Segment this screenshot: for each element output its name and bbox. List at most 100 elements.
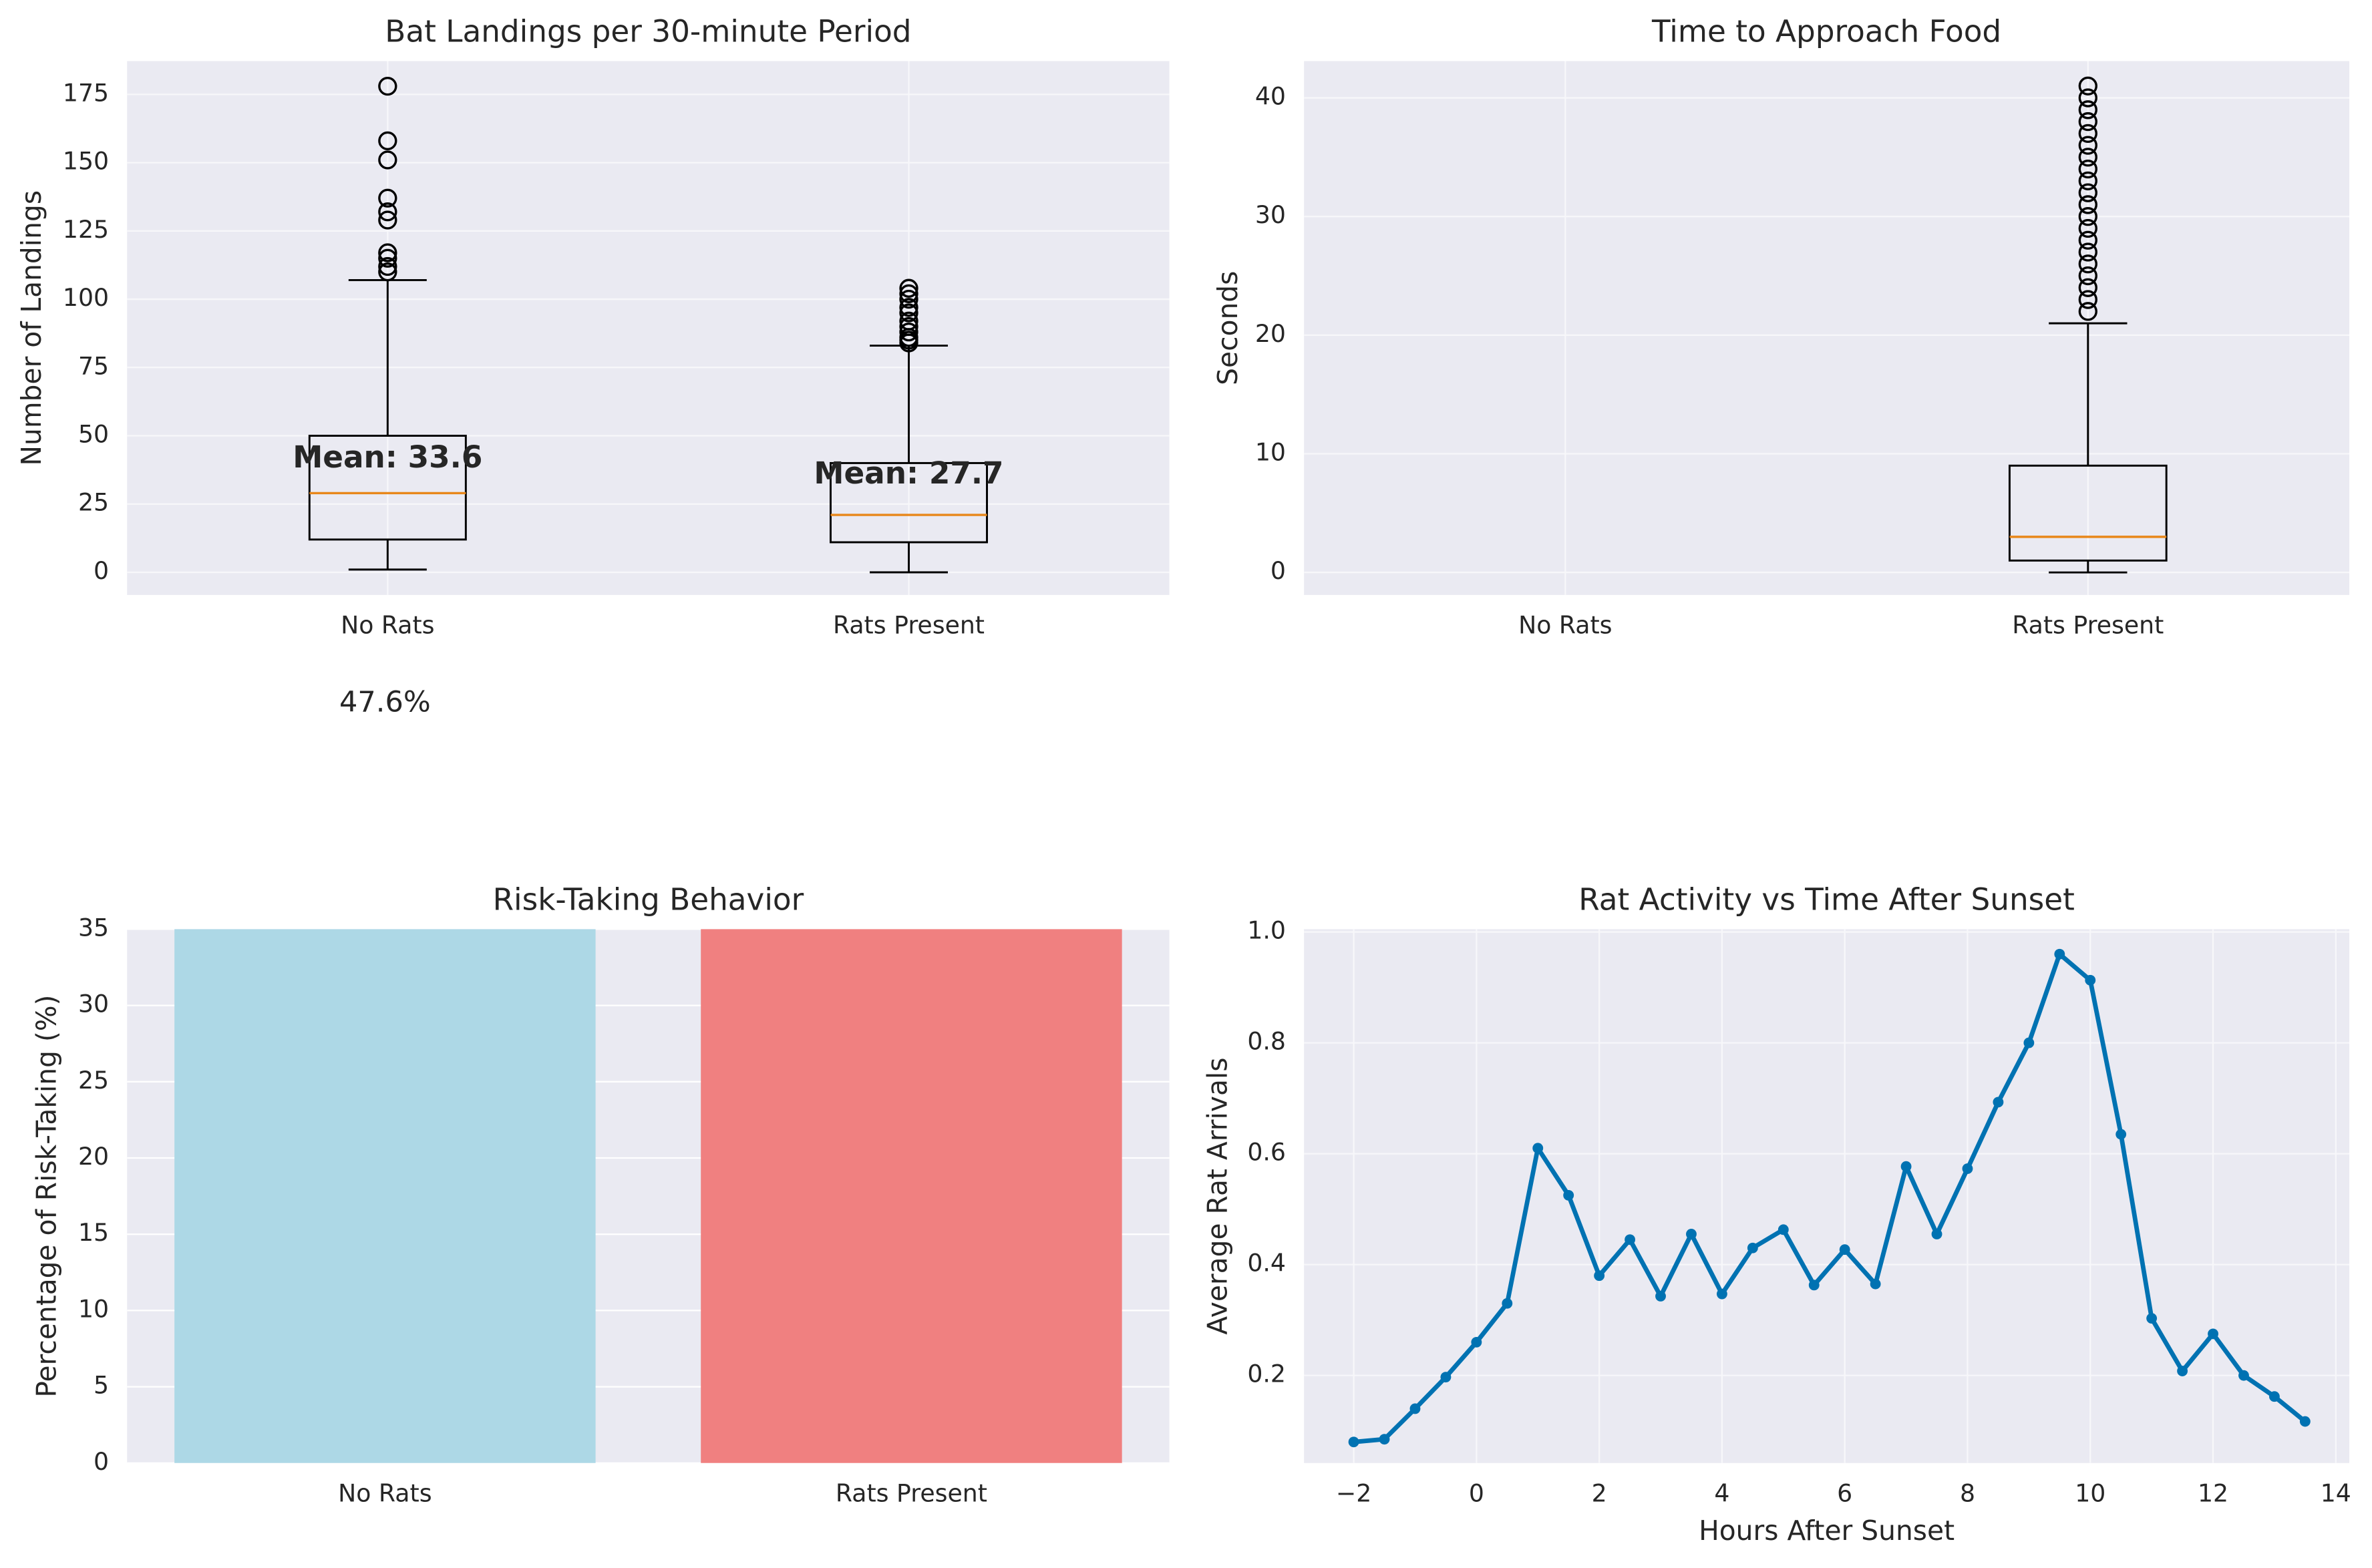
y-tick-label: 10 [78, 1294, 109, 1323]
y-tick-label: 150 [63, 147, 109, 176]
point [1931, 1229, 1942, 1239]
y-tick-label: 0 [94, 556, 109, 585]
x-tick-label: Rats Present [836, 1479, 987, 1507]
point [2238, 1370, 2249, 1381]
y-tick-label: 20 [1255, 319, 1286, 348]
y-tick-label: 0 [94, 1447, 109, 1476]
outlier [899, 278, 918, 298]
outlier [2078, 148, 2097, 167]
point [2023, 1037, 2035, 1048]
chart-title: Rat Activity vs Time After Sunset [1578, 882, 2075, 918]
point [1440, 1372, 1452, 1383]
y-tick-label: 40 [1255, 82, 1286, 111]
outlier [2078, 266, 2097, 286]
y-axis-label: Average Rat Arrivals [1201, 1057, 1233, 1334]
outlier [378, 188, 397, 208]
outlier [378, 256, 397, 276]
x-tick-label: 8 [1960, 1479, 1975, 1507]
point [2177, 1366, 2188, 1376]
outlier [899, 289, 918, 309]
outlier [378, 248, 397, 268]
point [1379, 1434, 1390, 1445]
outlier [899, 322, 918, 342]
point [1777, 1224, 1789, 1235]
y-tick-label: 0.4 [1247, 1249, 1286, 1278]
point [2268, 1391, 2280, 1402]
y-tick-label: 15 [78, 1218, 109, 1247]
x-tick-label: 0 [1469, 1479, 1484, 1507]
x-tick-label: 10 [2075, 1479, 2105, 1507]
chart-title: Risk-Taking Behavior [493, 882, 804, 918]
point [1716, 1288, 1727, 1300]
point [1839, 1244, 1850, 1255]
outlier [2078, 100, 2097, 120]
outlier [2078, 136, 2097, 155]
point [2299, 1416, 2311, 1427]
point [1532, 1143, 1544, 1154]
outlier [899, 284, 918, 304]
y-axis-label: Number of Landings [15, 190, 47, 466]
chart-title: Bat Landings per 30-minute Period [385, 14, 911, 49]
y-tick-label: 25 [78, 488, 109, 517]
subplot: 0 5 10 15 20 25 30 35 Risk-Taking Behavior Percen… [30, 685, 1170, 1507]
y-tick-label: 175 [63, 78, 109, 107]
outlier [378, 202, 397, 222]
outlier [2078, 171, 2097, 191]
outlier [2078, 124, 2097, 144]
plot-area [127, 61, 1170, 595]
point [1686, 1229, 1697, 1239]
y-tick-label: 0.2 [1247, 1360, 1286, 1388]
point [1625, 1234, 1636, 1245]
bar [701, 929, 1122, 1463]
x-axis-label: Hours After Sunset [1699, 1515, 1955, 1547]
outlier [378, 76, 397, 96]
subplot: 0 10 20 30 40 Time to Approach Food Seconds No … [1212, 14, 2350, 639]
x-tick-label: 4 [1714, 1479, 1729, 1507]
outlier [899, 317, 918, 337]
outlier [899, 298, 918, 317]
point [1348, 1436, 1359, 1448]
outlier [2078, 254, 2097, 274]
point [2085, 974, 2096, 986]
y-tick-label: 100 [63, 283, 109, 312]
outlier [2078, 278, 2097, 297]
y-tick-label: 75 [78, 351, 109, 380]
y-axis-label: Percentage of Risk-Taking (%) [30, 995, 62, 1398]
x-tick-label: −2 [1336, 1479, 1371, 1507]
outlier [378, 131, 397, 151]
y-tick-label: 20 [78, 1142, 109, 1171]
y-tick-label: 10 [1255, 438, 1286, 467]
x-tick-label: 6 [1837, 1479, 1852, 1507]
outlier [378, 243, 397, 262]
y-tick-label: 30 [1255, 200, 1286, 229]
bar [174, 929, 596, 1463]
mean-label: Mean: 33.6 [293, 439, 482, 475]
outlier [2078, 230, 2097, 250]
outlier [2078, 302, 2097, 321]
outlier [2078, 290, 2097, 309]
point [1502, 1298, 1513, 1309]
point [1993, 1097, 2004, 1108]
plot-area [1304, 61, 2350, 595]
point [1655, 1291, 1666, 1302]
x-tick-label: Rats Present [2012, 610, 2164, 639]
x-tick-label: 12 [2198, 1479, 2228, 1507]
point [1747, 1242, 1758, 1253]
y-tick-label: 1.0 [1247, 916, 1286, 945]
point [1870, 1278, 1881, 1290]
y-tick-label: 25 [78, 1066, 109, 1095]
bars [174, 929, 1122, 1463]
point [2146, 1313, 2158, 1324]
line [1353, 952, 2307, 1444]
outlier [2078, 195, 2097, 214]
outlier [2078, 88, 2097, 108]
x-tick-label: Rats Present [833, 610, 985, 639]
y-axis-label: Seconds [1212, 271, 1244, 385]
outlier [2078, 159, 2097, 179]
outlier [2078, 76, 2097, 95]
y-tick-label: 35 [78, 913, 109, 942]
x-tick-label: No Rats [341, 610, 434, 639]
outlier [2078, 112, 2097, 132]
